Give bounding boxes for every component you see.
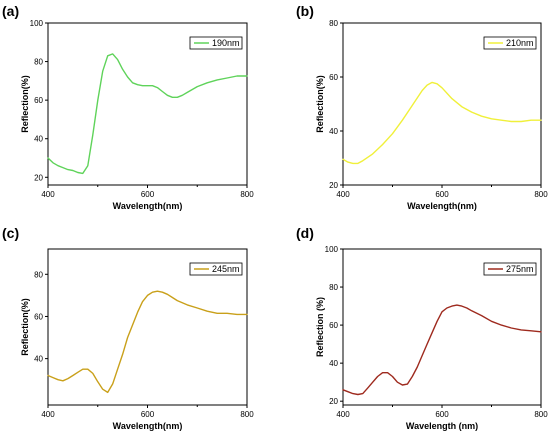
- panel-label: (a): [2, 3, 19, 19]
- y-tick-label: 60: [329, 73, 338, 82]
- x-tick-label: 400: [336, 190, 350, 199]
- series-line: [342, 81, 542, 165]
- x-tick-label: 800: [534, 190, 548, 199]
- x-tick-label: 400: [41, 190, 55, 199]
- y-tick-label: 80: [329, 283, 338, 292]
- y-axis-label: Reflection(%): [315, 75, 325, 133]
- x-axis-label: Wavelength(nm): [407, 201, 477, 211]
- y-tick-label: 40: [329, 127, 338, 136]
- x-tick-label: 600: [141, 190, 155, 199]
- x-tick-label: 400: [41, 410, 55, 419]
- y-tick-label: 100: [325, 245, 339, 254]
- y-axis-label: Reflection(%): [20, 75, 30, 133]
- y-tick-label: 60: [329, 321, 338, 330]
- y-axis-label: Reflection(%): [20, 298, 30, 356]
- y-tick-label: 40: [329, 359, 338, 368]
- panel-label: (d): [296, 225, 314, 241]
- chart-panel-3: (c) 400 600 800 40 60 80 Wavelength(nm) Reflecti…: [2, 225, 254, 431]
- legend-entry: 190nm: [212, 38, 240, 48]
- legend-entry: 210nm: [506, 38, 534, 48]
- x-tick-label: 800: [240, 410, 254, 419]
- legend-box: [189, 262, 243, 276]
- x-tick-label: 400: [336, 410, 350, 419]
- y-tick-label: 20: [329, 397, 338, 406]
- y-tick-label: 20: [34, 173, 43, 182]
- x-axis-label: Wavelength(nm): [113, 421, 183, 431]
- panel-label: (c): [2, 225, 19, 241]
- legend-box: [483, 36, 537, 50]
- y-tick-label: 80: [329, 19, 338, 28]
- x-tick-label: 800: [534, 410, 548, 419]
- legend-box: [483, 262, 537, 276]
- panel-label: (b): [296, 3, 314, 19]
- x-axis-label: Wavelength (nm): [406, 421, 478, 431]
- series-line: [47, 290, 248, 394]
- series-line: [342, 304, 542, 396]
- x-tick-label: 600: [435, 410, 449, 419]
- x-axis-label: Wavelength(nm): [113, 201, 183, 211]
- series-line: [47, 53, 248, 175]
- legend-box: [189, 36, 243, 50]
- y-tick-label: 20: [329, 181, 338, 190]
- chart-panel-1: (a) 400 600 800 20 40 60 80 100 Wavelength(nm) Ref…: [2, 3, 254, 211]
- legend-entry: 275nm: [506, 264, 534, 274]
- y-axis-label: Reflection (%): [315, 297, 325, 357]
- y-tick-label: 60: [34, 96, 43, 105]
- y-tick-label: 40: [34, 355, 43, 364]
- chart-panel-4: (d) 400 600 800 20 40 60 80 100 Wavelength (nm) Re…: [296, 225, 548, 431]
- x-tick-label: 800: [240, 190, 254, 199]
- y-tick-label: 100: [30, 19, 44, 28]
- chart-panel-2: (b) 400 600 800 20 40 60 80 Wavelength(nm) Reflec…: [296, 3, 548, 211]
- y-tick-label: 80: [34, 270, 43, 279]
- legend-entry: 245nm: [212, 264, 240, 274]
- y-tick-label: 80: [34, 58, 43, 67]
- y-tick-label: 60: [34, 312, 43, 321]
- y-tick-label: 40: [34, 135, 43, 144]
- x-tick-label: 600: [141, 410, 155, 419]
- x-tick-label: 600: [435, 190, 449, 199]
